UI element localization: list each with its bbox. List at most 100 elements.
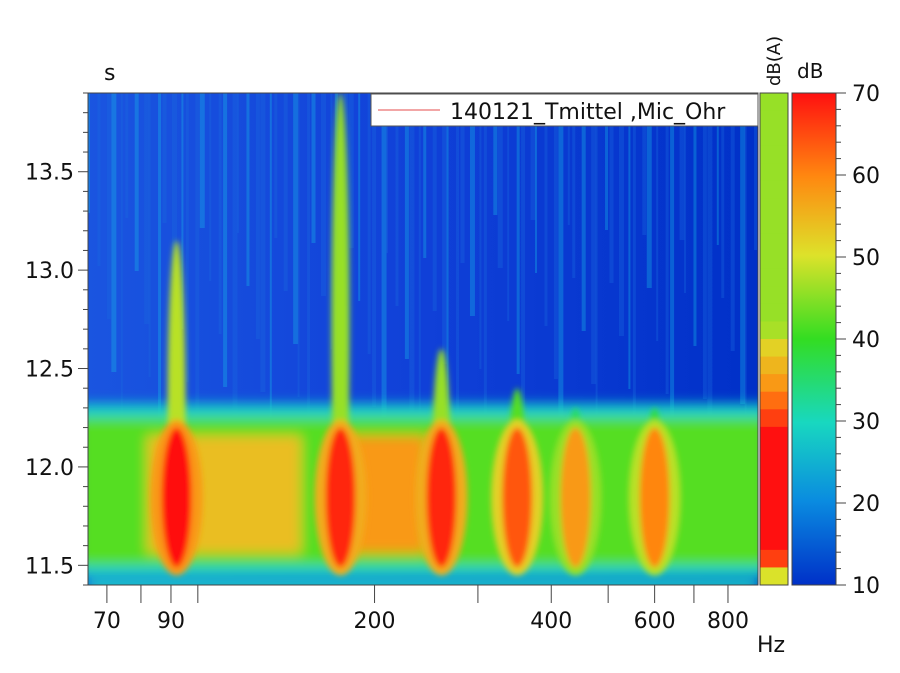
background-streak <box>185 93 189 382</box>
background-streak <box>442 93 448 364</box>
background-streak <box>632 93 636 442</box>
background-streak <box>716 93 719 245</box>
background-streak <box>618 93 624 336</box>
background-streak <box>395 93 399 306</box>
background-streak <box>381 93 387 460</box>
background-streak <box>754 93 758 250</box>
y-tick-label: 11.5 <box>25 554 74 579</box>
background-streak <box>595 93 598 437</box>
db-tick-label: 30 <box>852 410 880 435</box>
background-streak <box>125 93 129 218</box>
dba-segment <box>760 163 788 182</box>
plot-frame <box>87 92 759 586</box>
background-streak <box>707 93 713 452</box>
dba-segment <box>760 391 788 410</box>
dba-segment <box>760 426 788 445</box>
background-streak <box>297 93 300 397</box>
peak-600 <box>628 407 681 576</box>
background-streak <box>237 93 239 233</box>
background-streak <box>693 93 697 346</box>
background-streak <box>553 93 558 379</box>
background-streak <box>567 93 570 225</box>
dba-segment <box>760 549 788 568</box>
db-tick-label: 70 <box>852 82 880 107</box>
dba-segment <box>760 251 788 270</box>
db-tick-label: 50 <box>852 246 880 271</box>
x-tick-label: 200 <box>354 609 396 634</box>
background-streak <box>358 93 361 301</box>
background-streak <box>311 93 316 243</box>
background-streak <box>134 93 139 271</box>
background-streak <box>558 93 564 432</box>
background-streak <box>740 93 746 404</box>
dba-frame <box>759 92 789 586</box>
background-streak <box>656 93 659 341</box>
background-streak <box>246 93 250 286</box>
background-streak <box>88 93 90 213</box>
background-streak <box>516 93 520 374</box>
dba-segment <box>760 356 788 375</box>
background-streak <box>320 93 326 296</box>
y-axis: 11.5 12.0 12.5 13.0 13.5 <box>25 92 88 586</box>
background-streak <box>209 93 212 281</box>
background-streak <box>409 93 415 412</box>
x-axis: 70 90 200 400 600 800 <box>93 585 749 634</box>
db-colorbar: 10 20 30 40 50 60 70 dB <box>791 59 880 599</box>
background-streak <box>544 93 548 326</box>
dba-segment <box>760 444 788 463</box>
peak-92 <box>150 240 203 576</box>
dba-segment <box>760 303 788 322</box>
background-streak <box>446 93 449 417</box>
dba-segment <box>760 532 788 551</box>
dba-segment <box>760 110 788 129</box>
background-streaks <box>88 93 758 470</box>
db-tick-label: 20 <box>852 492 880 517</box>
x-tick-label: 800 <box>707 609 749 634</box>
background-streak <box>111 93 117 372</box>
background-streak <box>218 93 222 334</box>
dba-segment <box>760 268 788 287</box>
dba-segment <box>760 216 788 235</box>
y-tick-label: 13.5 <box>25 161 74 186</box>
background-streak <box>106 93 111 319</box>
background-streak <box>665 93 669 394</box>
background-streak <box>348 93 354 248</box>
background-streak <box>432 93 437 311</box>
background-streak <box>469 93 475 316</box>
background-streak <box>195 93 200 435</box>
dba-segment <box>760 567 788 586</box>
background-streak <box>605 93 609 230</box>
peak-core <box>639 427 670 568</box>
dba-segment <box>760 339 788 358</box>
background-streak <box>367 93 371 354</box>
background-streak <box>581 93 586 331</box>
peak-350 <box>491 388 544 576</box>
background-streak <box>493 93 498 215</box>
background-streak <box>171 93 177 276</box>
background-streak <box>307 93 311 450</box>
peak-175 <box>314 93 367 576</box>
background-streak <box>162 93 167 223</box>
dba-colorbar: dB(A) <box>759 36 789 586</box>
background-streak <box>144 93 150 324</box>
background-streak <box>158 93 162 430</box>
background-streak <box>684 93 686 293</box>
background-streak <box>386 93 388 253</box>
dba-segment <box>760 409 788 428</box>
background-streak <box>255 93 260 339</box>
peak-core <box>560 427 591 568</box>
background-streak <box>404 93 409 359</box>
background-streak <box>232 93 238 440</box>
y-tick-label: 13.0 <box>25 259 74 284</box>
x-tick-label: 90 <box>157 609 185 634</box>
background-streak <box>535 93 537 273</box>
dba-segment <box>760 479 788 498</box>
x-tick-label: 400 <box>530 609 572 634</box>
peak-260 <box>415 348 468 576</box>
db-tick-label: 10 <box>852 574 880 599</box>
background-streak <box>372 93 377 407</box>
y-tick-label: 12.0 <box>25 456 74 481</box>
background-streak <box>497 93 503 268</box>
db-tick-label: 40 <box>852 328 880 353</box>
